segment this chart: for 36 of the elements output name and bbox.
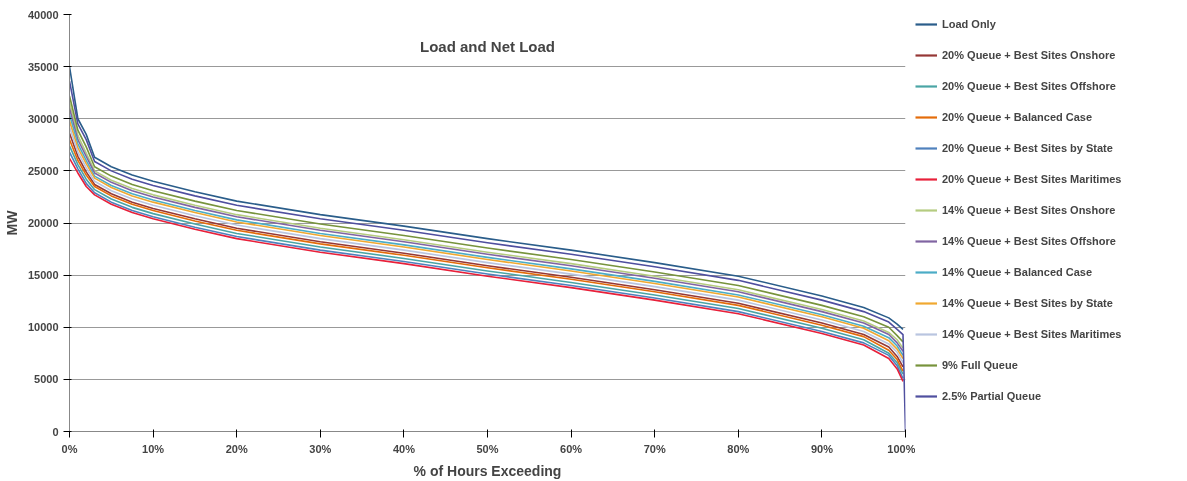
legend-label: 14% Queue + Best Sites Offshore <box>942 235 1116 247</box>
y-tick-label: 25000 <box>27 164 59 177</box>
legend-label: 20% Queue + Best Sites by State <box>942 142 1113 154</box>
x-tick-label: 30% <box>309 442 332 455</box>
x-tick-label: 10% <box>142 442 165 455</box>
y-tick-label: 5000 <box>34 373 59 386</box>
x-tick-label: 70% <box>643 442 666 455</box>
x-tick-label: 60% <box>560 442 583 455</box>
x-tick-label: 40% <box>392 442 416 455</box>
legend-label: 14% Queue + Balanced Case <box>942 266 1093 278</box>
legend-label: 20% Queue + Best Sites Offshore <box>942 80 1116 92</box>
x-axis-title: % of Hours Exceeding <box>413 462 562 479</box>
legend-label: 20% Queue + Best Sites Onshore <box>942 49 1116 61</box>
y-tick-label: 20000 <box>27 217 59 229</box>
legend-label: 14% Queue + Best Sites by State <box>942 297 1113 309</box>
y-tick-label: 40000 <box>27 8 59 21</box>
x-tick-label: 20% <box>225 442 248 455</box>
x-tick-label: 100% <box>887 442 916 455</box>
x-tick-label: 80% <box>727 442 750 455</box>
text: Load and Net Load <box>420 37 555 55</box>
y-tick-label: 0 <box>52 425 59 438</box>
legend-label: 20% Queue + Balanced Case <box>942 111 1093 123</box>
y-tick-label: 15000 <box>27 269 59 282</box>
y-tick-label: 35000 <box>27 60 59 73</box>
y-tick-label: 10000 <box>27 321 59 334</box>
x-tick-label: 90% <box>810 442 834 455</box>
x-tick-label: 50% <box>476 442 499 455</box>
legend-label: 2.5% Partial Queue <box>942 390 1042 402</box>
legend-label: Load Only <box>942 18 996 30</box>
y-tick-label: 30000 <box>27 112 59 125</box>
x-tick-label: 0% <box>61 442 78 455</box>
legend-label: 9% Full Queue <box>942 359 1018 371</box>
legend-label: 14% Queue + Best Sites Onshore <box>942 204 1116 216</box>
legend-label: 14% Queue + Best Sites Maritimes <box>942 328 1122 340</box>
y-axis-title: MW <box>3 209 20 236</box>
legend-label: 20% Queue + Best Sites Maritimes <box>942 173 1122 185</box>
